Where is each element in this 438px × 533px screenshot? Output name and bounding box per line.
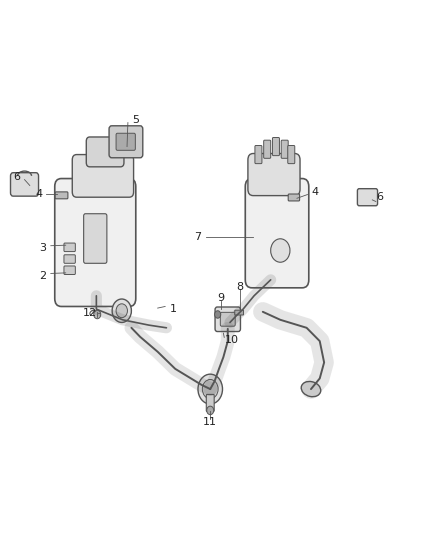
FancyBboxPatch shape [64,243,75,252]
Text: 10: 10 [225,335,239,345]
FancyBboxPatch shape [86,137,124,167]
Text: 12: 12 [83,309,97,318]
FancyBboxPatch shape [206,394,214,411]
FancyBboxPatch shape [72,155,134,197]
FancyBboxPatch shape [248,154,300,196]
Circle shape [94,310,101,319]
Circle shape [202,379,218,399]
Circle shape [112,299,131,322]
Text: 6: 6 [13,172,20,182]
Ellipse shape [301,382,321,397]
FancyBboxPatch shape [109,126,143,158]
Text: 8: 8 [237,282,244,292]
FancyBboxPatch shape [272,138,279,156]
Text: 2: 2 [39,271,46,281]
Text: 4: 4 [35,189,42,199]
FancyBboxPatch shape [11,173,39,196]
FancyBboxPatch shape [245,179,309,288]
FancyBboxPatch shape [116,133,135,150]
FancyBboxPatch shape [220,312,235,326]
Text: 1: 1 [170,304,177,314]
FancyBboxPatch shape [288,194,300,201]
Circle shape [116,304,127,318]
Circle shape [207,406,214,415]
FancyBboxPatch shape [55,179,136,306]
Text: 5: 5 [132,115,139,125]
FancyBboxPatch shape [235,310,244,315]
FancyBboxPatch shape [64,255,75,263]
FancyBboxPatch shape [55,192,68,199]
Text: 11: 11 [203,417,217,427]
FancyBboxPatch shape [215,307,240,332]
FancyBboxPatch shape [255,146,262,164]
FancyBboxPatch shape [281,140,288,158]
Text: 6: 6 [377,192,384,202]
Text: 7: 7 [194,232,201,242]
Circle shape [271,239,290,262]
FancyBboxPatch shape [84,214,107,263]
Text: 3: 3 [39,244,46,253]
Circle shape [198,374,223,404]
Circle shape [215,311,221,318]
FancyBboxPatch shape [357,189,378,206]
FancyBboxPatch shape [264,140,271,158]
Text: 9: 9 [218,294,225,303]
FancyBboxPatch shape [288,146,295,164]
Text: 4: 4 [312,187,319,197]
FancyBboxPatch shape [64,266,75,274]
